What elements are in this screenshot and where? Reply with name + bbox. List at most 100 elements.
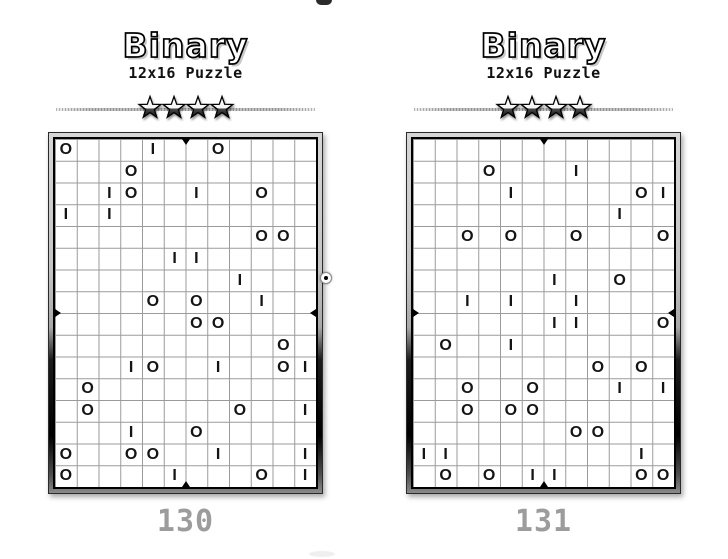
grid-cell-given: O: [255, 228, 268, 245]
star-rating-icons: [137, 95, 234, 118]
grid-cell-given: I: [530, 467, 535, 485]
grid-cell-given: I: [194, 249, 199, 267]
grid-cell-given: O: [81, 402, 94, 419]
star-icon: [209, 95, 234, 118]
grid-cell-given: O: [526, 402, 539, 419]
star-icon: [495, 95, 520, 118]
crop-mark-right-icon: [310, 309, 316, 317]
grid-cell-given: O: [211, 141, 225, 158]
puzzle-subtitle: 12x16 Puzzle: [486, 64, 601, 82]
crop-mark-left-icon: [413, 309, 419, 317]
grid-cell-given: O: [569, 228, 583, 245]
grid-cell-given: O: [255, 184, 268, 202]
grid-cell-given: O: [124, 445, 138, 463]
grid-cell-given: O: [526, 380, 539, 398]
puzzle-title: Binary: [122, 25, 249, 66]
grid-cell-given: O: [439, 336, 452, 354]
grid-cell-given: O: [635, 358, 648, 376]
grid-cell-given: O: [277, 336, 290, 354]
puzzle-title: Binary: [480, 25, 607, 66]
grid-cell-given: O: [461, 380, 474, 398]
grid-cell-given: I: [259, 293, 264, 311]
star-divider: [406, 94, 681, 124]
crop-mark-left-icon: [55, 309, 61, 317]
grid-cell-given: O: [635, 184, 648, 202]
grid-cell-given: I: [508, 336, 514, 354]
grid-cell-given: O: [613, 271, 626, 289]
grid-cell-given: I: [443, 445, 448, 463]
grid-cell-given: O: [211, 315, 225, 332]
star-icon: [543, 95, 568, 118]
grid-cell-given: O: [656, 467, 670, 485]
grid-cell-given: I: [552, 271, 557, 289]
grid-cell-given: O: [656, 315, 670, 332]
grid-cell-given: O: [59, 467, 73, 485]
grid-cell-given: I: [302, 402, 308, 419]
grid-cell-given: O: [461, 228, 474, 245]
grid-cell-given: O: [277, 228, 290, 245]
page-number: 131: [514, 504, 573, 539]
star-rating-icons: [495, 95, 592, 118]
grid-cell-given: I: [465, 293, 470, 311]
grid-cell-given: O: [439, 467, 452, 485]
grid-cell-given: I: [508, 184, 514, 202]
grid-cell-given: I: [660, 184, 666, 202]
grid-cell-given: O: [482, 162, 496, 180]
grid-cell-given: I: [237, 271, 243, 289]
grid-cell-given: O: [146, 358, 160, 376]
grid-cell-given: O: [569, 423, 583, 441]
grid-cell-given: O: [277, 358, 290, 376]
grid-cell-given: I: [215, 445, 221, 463]
grid-cell-given: O: [635, 467, 648, 485]
star-icon: [137, 95, 162, 118]
registration-mark-icon: [320, 272, 332, 284]
star-icon: [161, 95, 186, 118]
star-icon: [519, 95, 544, 118]
grid-cell-given: I: [573, 315, 579, 332]
grid-cell-given: O: [124, 184, 138, 202]
grid-cell-given: I: [302, 358, 308, 376]
page-edge-artifact: [316, 0, 332, 5]
grid-cell-given: I: [552, 467, 557, 485]
grid-cell-given: O: [146, 445, 160, 463]
puzzle-subtitle: 12x16 Puzzle: [128, 64, 243, 82]
grid-cell-given: O: [146, 293, 160, 311]
page-edge-artifact: [309, 551, 335, 557]
grid-cell-given: O: [190, 315, 203, 332]
grid-cell-given: O: [190, 423, 203, 441]
grid-cell-given: I: [508, 293, 514, 311]
grid-cell-given: O: [482, 467, 496, 485]
grid-cell-given: I: [172, 467, 177, 485]
grid-cell-given: I: [552, 315, 557, 332]
star-divider: [48, 94, 323, 124]
grid-cell-given: I: [639, 445, 644, 463]
grid-cell-given: I: [107, 206, 112, 224]
grid-cell-given: O: [190, 293, 203, 311]
grid-cell-given: O: [124, 162, 138, 180]
crop-mark-top-icon: [181, 139, 190, 145]
grid-cell-given: O: [233, 402, 247, 419]
grid-cell-given: I: [421, 445, 427, 463]
grid-cell-given: O: [255, 467, 268, 485]
grid-cell-given: I: [573, 162, 579, 180]
grid-cell-given: I: [215, 358, 221, 376]
page-number: 130: [156, 504, 215, 539]
grid-cell-given: I: [660, 380, 666, 398]
grid-cell-given: O: [591, 358, 605, 376]
grid-cell-given: I: [617, 206, 622, 224]
crop-mark-top-icon: [539, 139, 548, 145]
grid-cell-given: I: [128, 358, 134, 376]
grid-cell-given: O: [461, 402, 474, 419]
grid-cell-given: O: [504, 402, 518, 419]
grid-cell-given: O: [504, 228, 518, 245]
grid-cell-given: I: [107, 184, 112, 202]
grid-cell-given: O: [656, 228, 670, 245]
crop-mark-right-icon: [668, 309, 674, 317]
grid-cell-given: I: [617, 380, 622, 398]
grid-cell-given: I: [63, 206, 69, 224]
star-icon: [567, 95, 592, 118]
grid-cell-given: I: [150, 141, 156, 158]
